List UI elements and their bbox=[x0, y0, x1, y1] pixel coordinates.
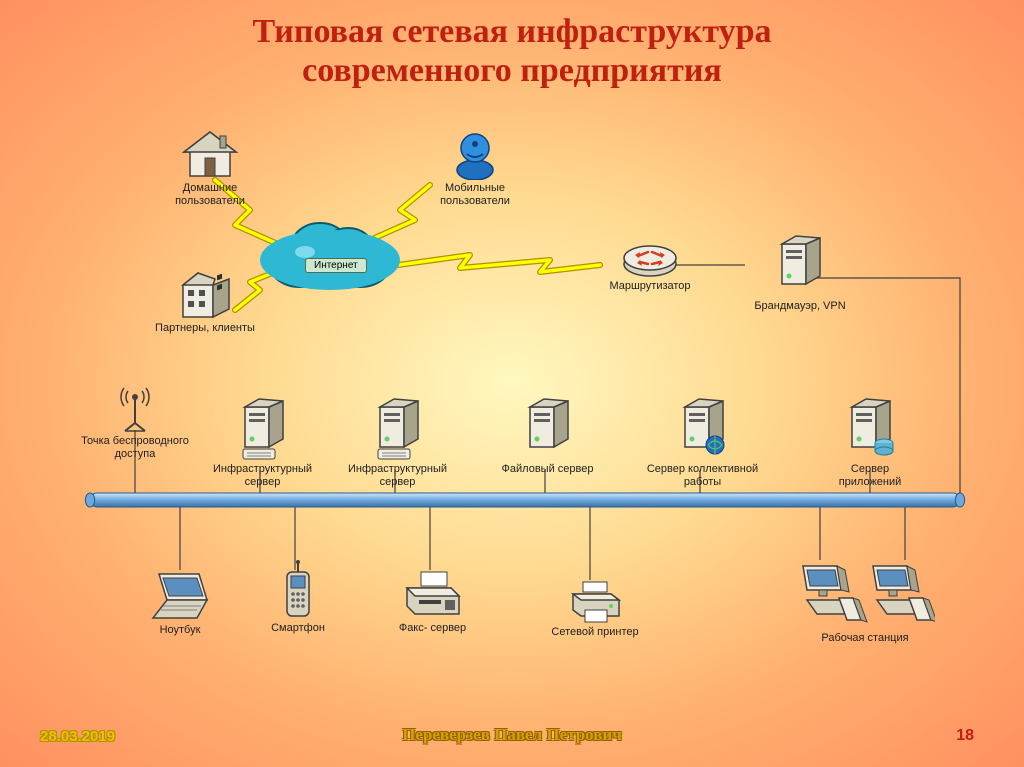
fax-icon bbox=[385, 570, 480, 620]
node-label: Сетевой принтер bbox=[545, 626, 645, 639]
node-label: Домашние пользователи bbox=[155, 182, 265, 207]
laptop-icon bbox=[135, 570, 225, 622]
node-label: Факс- сервер bbox=[385, 622, 480, 635]
node-srv4: Сервер коллективной работы bbox=[635, 395, 770, 488]
footer-page: 18 bbox=[956, 727, 974, 745]
node-srv3: Файловый сервер bbox=[500, 395, 595, 476]
workstations-icon bbox=[790, 560, 940, 630]
node-srv2: Инфраструктурный сервер bbox=[340, 395, 455, 488]
node-label: Сервер коллективной работы bbox=[635, 463, 770, 488]
node-user: Мобильные пользователи bbox=[415, 130, 535, 207]
node-srv5: Сервер приложений bbox=[825, 395, 915, 488]
person-icon bbox=[415, 130, 535, 180]
node-label: Партнеры, клиенты bbox=[155, 322, 255, 335]
footer-author: Переверзев Павел Петрович bbox=[0, 725, 1024, 745]
node-label: Инфраструктурный сервер bbox=[340, 463, 455, 488]
node-label: Маршрутизатор bbox=[590, 280, 710, 293]
node-ws: Рабочая станция bbox=[790, 560, 940, 645]
router-icon bbox=[590, 240, 710, 278]
antenna-icon bbox=[75, 385, 195, 433]
node-home: Домашние пользователи bbox=[155, 130, 265, 207]
cloud-label: Интернет bbox=[305, 258, 367, 273]
server-kb-icon bbox=[340, 395, 455, 461]
node-firewall: Брандмауэр, VPN bbox=[740, 232, 860, 313]
node-srv1: Инфраструктурный сервер bbox=[205, 395, 320, 488]
phone-icon bbox=[258, 560, 338, 620]
node-label: Инфраструктурный сервер bbox=[205, 463, 320, 488]
node-label: Файловый сервер bbox=[500, 463, 595, 476]
page-title: Типовая сетевая инфраструктура современн… bbox=[0, 12, 1024, 90]
node-label: Мобильные пользователи bbox=[415, 182, 535, 207]
node-partner: Партнеры, клиенты bbox=[155, 265, 255, 335]
node-label: Точка беспроводного доступа bbox=[75, 435, 195, 460]
printer-icon bbox=[545, 580, 645, 624]
node-fax: Факс- сервер bbox=[385, 570, 480, 635]
background bbox=[0, 0, 1024, 767]
server-kb-icon bbox=[205, 395, 320, 461]
node-laptop: Ноутбук bbox=[135, 570, 225, 637]
node-label: Ноутбук bbox=[135, 624, 225, 637]
node-label: Рабочая станция bbox=[790, 632, 940, 645]
node-wap: Точка беспроводного доступа bbox=[75, 385, 195, 460]
node-phone: Смартфон bbox=[258, 560, 338, 635]
node-label: Брандмауэр, VPN bbox=[740, 300, 860, 313]
server-icon bbox=[500, 395, 595, 461]
server-icon bbox=[740, 232, 860, 298]
node-printer: Сетевой принтер bbox=[545, 580, 645, 639]
server-globe-icon bbox=[635, 395, 770, 461]
house-icon bbox=[155, 130, 265, 180]
node-label: Смартфон bbox=[258, 622, 338, 635]
server-db-icon bbox=[825, 395, 915, 461]
building-icon bbox=[155, 265, 255, 320]
node-label: Сервер приложений bbox=[825, 463, 915, 488]
node-router: Маршрутизатор bbox=[590, 240, 710, 293]
